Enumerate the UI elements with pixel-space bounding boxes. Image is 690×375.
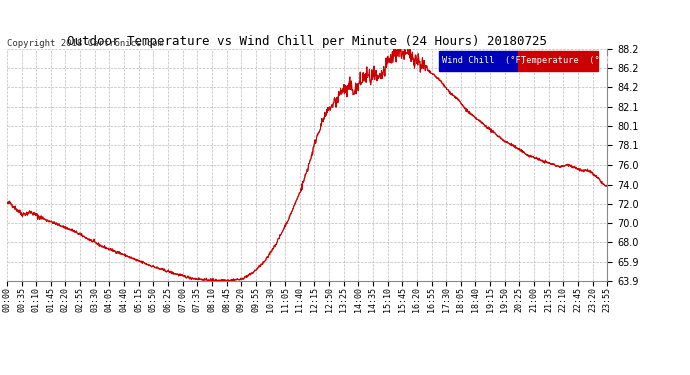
Text: Temperature  (°F): Temperature (°F) xyxy=(521,57,611,66)
Text: Wind Chill  (°F): Wind Chill (°F) xyxy=(442,57,526,66)
Text: Copyright 2018 Cartronics.com: Copyright 2018 Cartronics.com xyxy=(7,39,163,48)
Title: Outdoor Temperature vs Wind Chill per Minute (24 Hours) 20180725: Outdoor Temperature vs Wind Chill per Mi… xyxy=(67,34,547,48)
